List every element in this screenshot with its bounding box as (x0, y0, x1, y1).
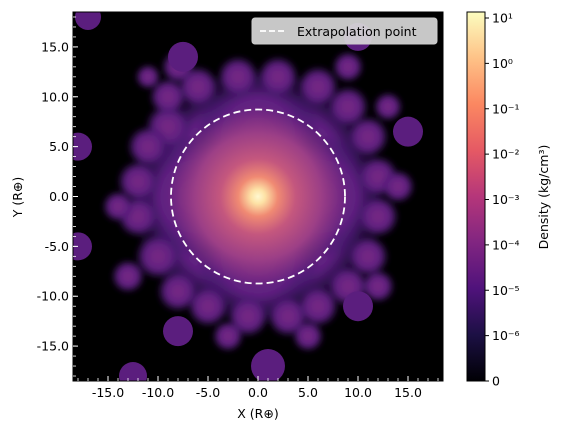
y-tick-label: 0.0 (49, 189, 69, 204)
x-tick-label: 0.0 (248, 385, 268, 400)
colorbar-ticks: 10¹ 10⁰ 10⁻¹ 10⁻² 10⁻³ 10⁻⁴ 10⁻⁵ 10⁻⁶ 0 (485, 11, 520, 389)
colorbar-tick-label: 10⁰ (492, 56, 513, 71)
y-axis: 15.0 10.0 5.0 0.0 -5.0 -10.0 -15.0 (37, 39, 78, 354)
extrapolation-circle (170, 108, 346, 285)
y-tick-label: 5.0 (49, 139, 69, 154)
y-tick-label: 15.0 (41, 39, 69, 54)
colorbar-tick-label: 10⁻³ (492, 192, 520, 207)
colorbar-tick-label: 10⁻⁶ (492, 328, 520, 343)
x-tick-label: -15.0 (92, 385, 124, 400)
x-axis: -15.0 -10.0 -5.0 0.0 5.0 10.0 15.0 (92, 376, 422, 400)
x-tick-label: -5.0 (196, 385, 220, 400)
x-tick-label: 15.0 (394, 385, 422, 400)
y-tick-label: 10.0 (41, 89, 69, 104)
y-tick-label: -10.0 (37, 289, 69, 304)
colorbar-tick-label: 10⁻⁴ (492, 237, 520, 252)
legend-entry-label: Extrapolation point (297, 24, 417, 39)
x-tick-label: -10.0 (142, 385, 174, 400)
colorbar-tick-label: 10¹ (492, 11, 513, 26)
x-tick-label: 10.0 (344, 385, 372, 400)
legend: Extrapolation point (251, 17, 438, 45)
x-axis-label: X (R⊕) (237, 406, 278, 421)
colorbar-tick-label: 0 (492, 374, 500, 389)
colorbar (466, 11, 486, 382)
density-image (73, 12, 423, 381)
colorbar-tick-label: 10⁻⁵ (492, 283, 520, 298)
y-axis-label: Y (R⊕) (10, 177, 25, 219)
y-tick-label: -5.0 (45, 239, 69, 254)
legend-box (251, 17, 438, 45)
x-tick-label: 5.0 (298, 385, 318, 400)
colorbar-tick-label: 10⁻¹ (492, 101, 520, 116)
colorbar-tick-label: 10⁻² (492, 147, 520, 162)
y-tick-label: -15.0 (37, 339, 69, 354)
colorbar-label: Density (kg/cm³) (536, 145, 551, 250)
